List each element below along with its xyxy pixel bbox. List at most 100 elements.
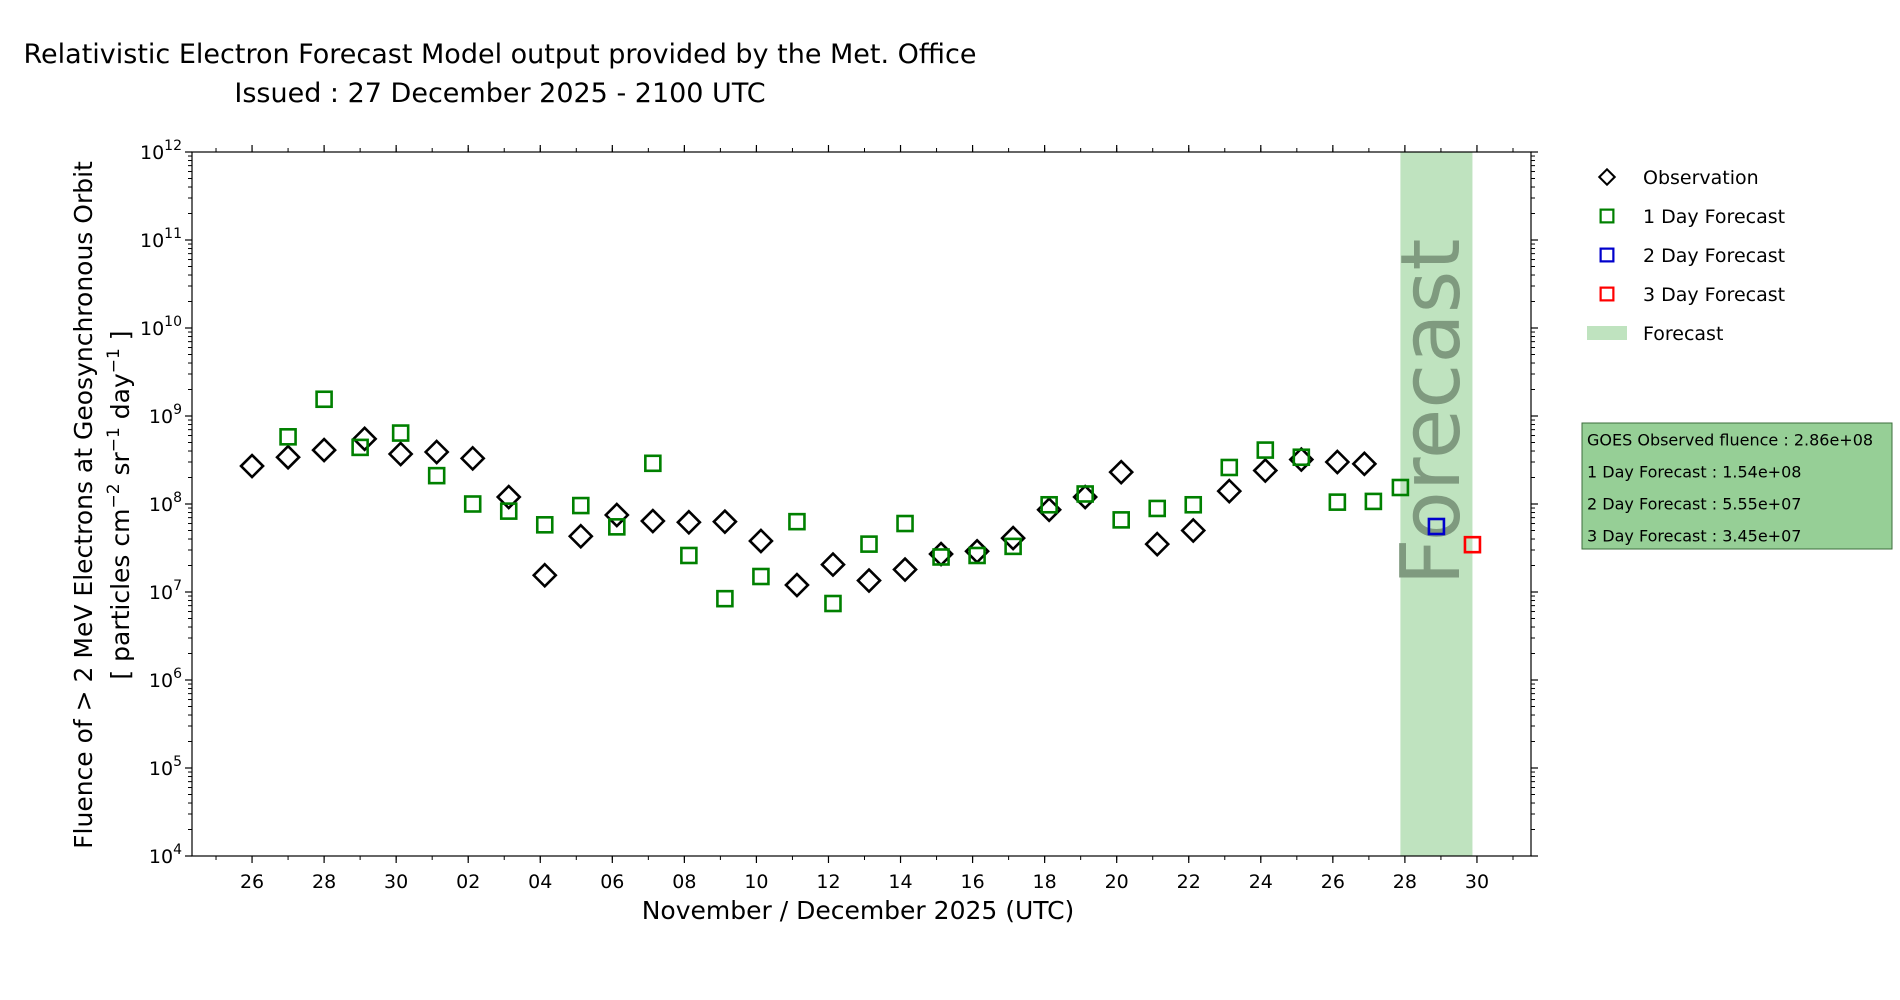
y-tick-label: 109 bbox=[149, 402, 182, 428]
legend: Observation 1 Day Forecast 2 Day Forecast 3… bbox=[1587, 167, 1785, 345]
x-axis-label: November / December 2025 (UTC) bbox=[642, 896, 1075, 925]
observation-point bbox=[351, 426, 378, 452]
observation-point bbox=[856, 567, 882, 594]
1-day-forecast-point bbox=[1040, 495, 1058, 514]
axis-ticks: 26 28 30 02 04 06 08 10 12 14 16 18 20 22 24 26 28 301041… bbox=[140, 138, 1538, 893]
observation-point bbox=[1180, 517, 1207, 544]
1-day-forecast-point bbox=[680, 546, 698, 565]
legend-forecast-label: Forecast bbox=[1643, 323, 1723, 345]
x-tick-label: 04 bbox=[528, 871, 552, 893]
info-1-day-forecast: 1 Day Forecast : 1.54e+08 bbox=[1587, 463, 1801, 482]
legend-1-day-forecast-swatch bbox=[1599, 208, 1615, 224]
x-tick-label: 28 bbox=[312, 871, 336, 893]
1-day-forecast-point bbox=[279, 428, 297, 446]
legend-observation-label: Observation bbox=[1643, 167, 1759, 189]
1-day-forecast-point bbox=[1256, 441, 1275, 459]
x-tick-label: 28 bbox=[1393, 871, 1417, 893]
1-day-forecast-point bbox=[716, 589, 734, 608]
observation-point bbox=[1252, 457, 1279, 484]
y-tick-label: 106 bbox=[149, 666, 182, 692]
1-day-forecast-point bbox=[968, 546, 986, 565]
info-box: GOES Observed fluence : 2.86e+08 1 Day F… bbox=[1581, 422, 1893, 550]
1-day-forecast-point bbox=[351, 438, 369, 457]
1-day-forecast-point bbox=[1364, 492, 1383, 511]
legend-observation-swatch bbox=[1597, 167, 1617, 187]
1-day-forecast-point bbox=[824, 594, 842, 613]
1-day-forecast-point bbox=[932, 548, 950, 566]
observation-point bbox=[603, 502, 630, 528]
x-tick-label: 02 bbox=[456, 871, 480, 893]
forecast-band-text-layer: Forecast bbox=[1384, 239, 1479, 586]
info-3-day-forecast: 3 Day Forecast : 3.45e+07 bbox=[1587, 527, 1801, 546]
y-tick-label: 1012 bbox=[140, 138, 182, 164]
y-tick-label: 107 bbox=[149, 578, 182, 604]
observation-point bbox=[423, 439, 450, 465]
info-2-day-forecast: 2 Day Forecast : 5.55e+07 bbox=[1587, 495, 1801, 514]
x-tick-label: 24 bbox=[1249, 871, 1273, 893]
chart-title: Relativistic Electron Forecast Model out… bbox=[24, 39, 977, 70]
1-day-forecast-point bbox=[315, 390, 333, 409]
1-day-forecast-point bbox=[1184, 495, 1203, 514]
1-day-forecast-point bbox=[896, 514, 914, 533]
y-tick-label: 108 bbox=[149, 490, 182, 516]
observation-point bbox=[676, 509, 702, 536]
legend-3-day-forecast-label: 3 Day Forecast bbox=[1643, 284, 1785, 306]
x-tick-label: 08 bbox=[672, 871, 696, 893]
x-tick-label: 14 bbox=[888, 871, 912, 893]
observation-point bbox=[748, 528, 774, 554]
info-observed-fluence: GOES Observed fluence : 2.86e+08 bbox=[1587, 431, 1873, 450]
observation-point bbox=[495, 484, 522, 510]
1-day-forecast-point bbox=[1292, 448, 1311, 467]
y-axis-label-line1: Fluence of > 2 MeV Electrons at Geosynch… bbox=[69, 161, 98, 849]
1-day-forecast-point bbox=[1328, 493, 1347, 511]
x-tick-label: 30 bbox=[384, 871, 408, 893]
observation-point bbox=[784, 572, 810, 598]
y-tick-label: 1010 bbox=[140, 314, 182, 340]
1-day-forecast-point bbox=[1112, 511, 1130, 529]
observation-point bbox=[275, 444, 301, 471]
1-day-forecast-point bbox=[1148, 499, 1167, 518]
legend-2-day-forecast-swatch bbox=[1599, 247, 1615, 263]
chart-subtitle: Issued : 27 December 2025 - 2100 UTC bbox=[234, 78, 765, 109]
legend-1-day-forecast-label: 1 Day Forecast bbox=[1643, 206, 1785, 228]
1-day-forecast-point bbox=[499, 502, 518, 520]
observation-point bbox=[1351, 451, 1378, 477]
x-tick-label: 20 bbox=[1105, 871, 1129, 893]
forecast-band-layer bbox=[1400, 152, 1473, 856]
1-day-forecast-point bbox=[752, 567, 770, 586]
1-day-forecast-point bbox=[571, 496, 590, 515]
observation-point bbox=[712, 508, 738, 535]
x-tick-label: 10 bbox=[744, 871, 768, 893]
x-tick-label: 26 bbox=[1321, 871, 1345, 893]
x-tick-label: 06 bbox=[600, 871, 624, 893]
forecast-band-label: Forecast bbox=[1384, 239, 1479, 586]
observation-point bbox=[1324, 449, 1351, 475]
observation-point bbox=[1108, 459, 1135, 486]
x-tick-label: 12 bbox=[816, 871, 840, 893]
observation-point bbox=[567, 523, 594, 550]
observation-point bbox=[1000, 525, 1026, 551]
x-tick-label: 18 bbox=[1033, 871, 1057, 893]
x-tick-label: 26 bbox=[240, 871, 264, 893]
1-day-forecast-point bbox=[1391, 478, 1410, 497]
y-tick-label: 105 bbox=[149, 754, 182, 780]
observation-point bbox=[311, 437, 337, 463]
1-day-forecast-point bbox=[1220, 458, 1239, 477]
1-day-forecast-point bbox=[608, 518, 626, 536]
1-day-forecast-point bbox=[860, 535, 878, 553]
forecast-band bbox=[1400, 152, 1473, 856]
x-tick-label: 30 bbox=[1465, 871, 1489, 893]
legend-3-day-forecast-swatch bbox=[1599, 286, 1615, 302]
3-day-forecast-point bbox=[1463, 535, 1482, 554]
y-axis-label: Fluence of > 2 MeV Electrons at Geosynch… bbox=[69, 161, 135, 849]
info-box-background bbox=[1581, 422, 1893, 550]
1-day-forecast-point bbox=[1076, 485, 1094, 503]
y-tick-label: 104 bbox=[149, 842, 182, 868]
observation-point bbox=[640, 508, 666, 534]
observation-point bbox=[1216, 478, 1243, 504]
observation-point bbox=[459, 445, 486, 472]
x-tick-label: 16 bbox=[960, 871, 984, 893]
y-axis-label-line2: [ particles cm−2 sr−1 day−1 ] bbox=[104, 330, 135, 679]
observation-point bbox=[387, 441, 414, 467]
